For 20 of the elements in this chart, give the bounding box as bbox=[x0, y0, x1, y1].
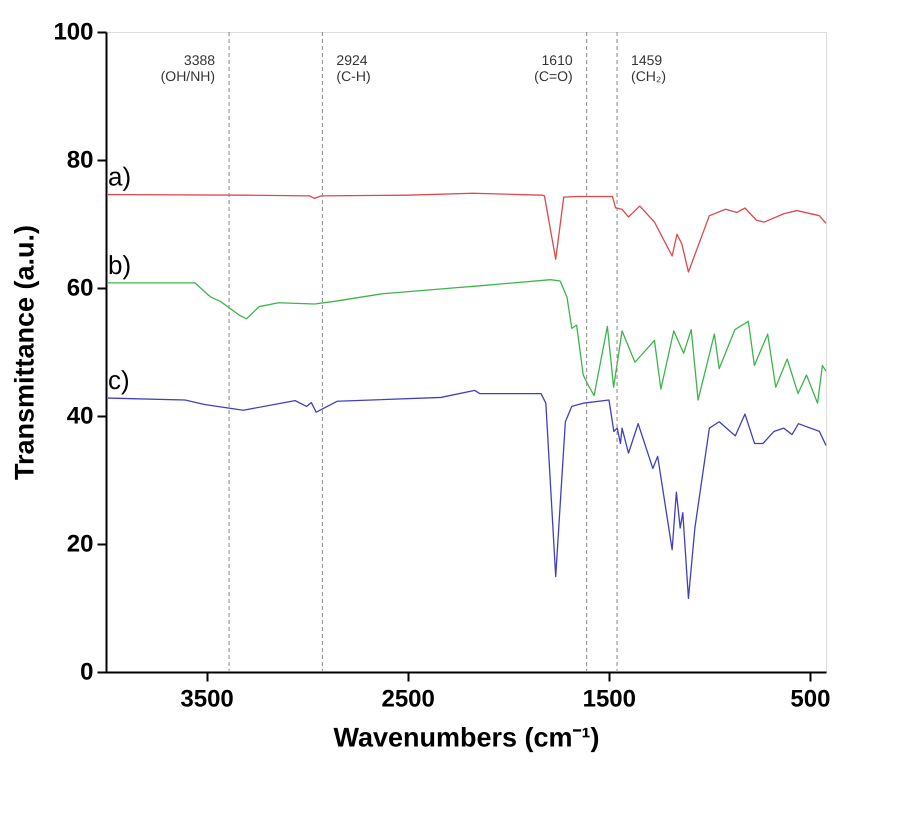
ref-line-label: 1459 (CH₂) bbox=[631, 52, 666, 84]
series-label: b) bbox=[108, 250, 132, 280]
series-label: c) bbox=[108, 365, 130, 396]
y-axis-title: Transmittance (a.u.) bbox=[9, 224, 40, 480]
ref-line-label: 1610 (C=O) bbox=[534, 52, 573, 84]
ref-line-label: 3388 (OH/NH) bbox=[160, 52, 216, 84]
ref-line-label: 2924 (C-H) bbox=[336, 52, 371, 84]
y-tick-label: 100 bbox=[53, 18, 94, 46]
series-label: a) bbox=[108, 162, 132, 192]
x-axis-title: Wavenumbers (cm⁻¹) bbox=[333, 722, 600, 752]
x-tick-label: 3500 bbox=[180, 686, 234, 712]
x-tick-label: 2500 bbox=[381, 686, 435, 712]
line-series bbox=[107, 279, 827, 404]
y-tick-label: 60 bbox=[66, 274, 94, 302]
y-tick-label: 40 bbox=[66, 402, 94, 430]
y-tick-label: 80 bbox=[66, 146, 94, 174]
x-tick-label: 500 bbox=[790, 686, 830, 712]
y-tick-label: 0 bbox=[80, 658, 94, 686]
x-tick-label: 1500 bbox=[582, 686, 636, 712]
y-tick-label: 20 bbox=[66, 530, 94, 558]
